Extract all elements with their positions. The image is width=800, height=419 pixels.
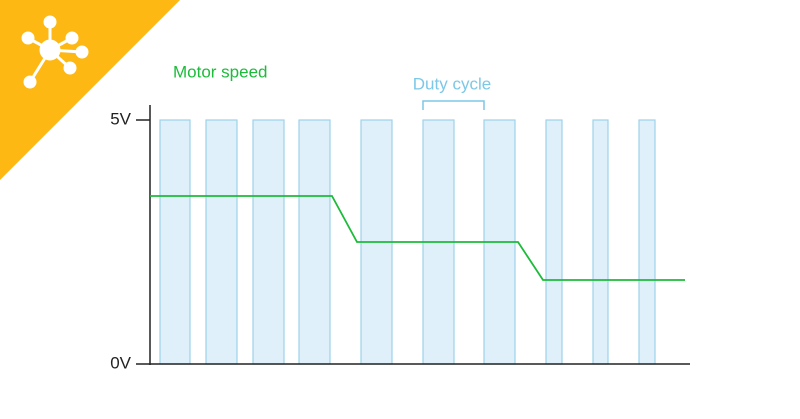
pulse xyxy=(638,119,656,365)
duty-cycle-label: Duty cycle xyxy=(413,74,491,93)
network-icon xyxy=(21,15,89,89)
pulse xyxy=(545,119,563,365)
motor-speed-label: Motor speed xyxy=(173,62,268,81)
pulse xyxy=(252,119,285,365)
low-label: 0V xyxy=(110,353,131,372)
duty-bracket xyxy=(422,100,485,110)
pulse xyxy=(298,119,331,365)
pulse xyxy=(205,119,238,365)
motor-speed-line xyxy=(150,195,685,281)
high-label: 5V xyxy=(110,109,131,128)
pulse xyxy=(159,119,191,365)
corner-badge xyxy=(0,0,180,180)
pulse xyxy=(592,119,609,365)
